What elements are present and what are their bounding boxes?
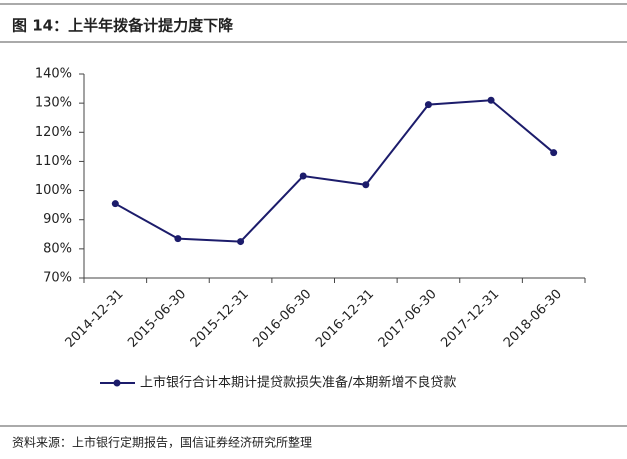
y-tick-label: 100% (35, 183, 72, 198)
data-point (111, 200, 119, 208)
data-point (424, 101, 432, 109)
y-tick-label: 90% (43, 212, 72, 227)
data-point (174, 235, 182, 243)
chart-title: 图 14：上半年拨备计提力度下降 (12, 17, 234, 35)
x-tick-label: 2016-12-31 (313, 287, 377, 351)
y-tick-label: 70% (43, 271, 72, 286)
legend-label: 上市银行合计本期计提贷款损失准备/本期新增不良贷款 (140, 375, 456, 391)
x-tick-label: 2014-12-31 (63, 287, 127, 351)
data-point (299, 172, 307, 180)
x-tick-label: 2015-06-30 (125, 287, 189, 351)
data-point (362, 181, 370, 189)
y-tick-label: 80% (43, 241, 72, 256)
data-point (237, 238, 245, 246)
y-tick-label: 110% (35, 154, 72, 169)
data-point (550, 149, 558, 157)
x-tick-label: 2015-12-31 (188, 287, 252, 351)
x-tick-label: 2018-06-30 (501, 287, 565, 351)
y-tick-label: 140% (35, 67, 72, 82)
x-tick-label: 2017-12-31 (438, 287, 502, 351)
y-tick-label: 120% (35, 125, 72, 140)
legend-marker (113, 379, 121, 387)
y-tick-label: 130% (35, 96, 72, 111)
data-point (487, 96, 495, 104)
x-tick-label: 2016-06-30 (250, 287, 314, 351)
source-note: 资料来源：上市银行定期报告，国信证券经济研究所整理 (12, 435, 312, 450)
series-line (114, 99, 555, 243)
x-tick-label: 2017-06-30 (376, 287, 440, 351)
